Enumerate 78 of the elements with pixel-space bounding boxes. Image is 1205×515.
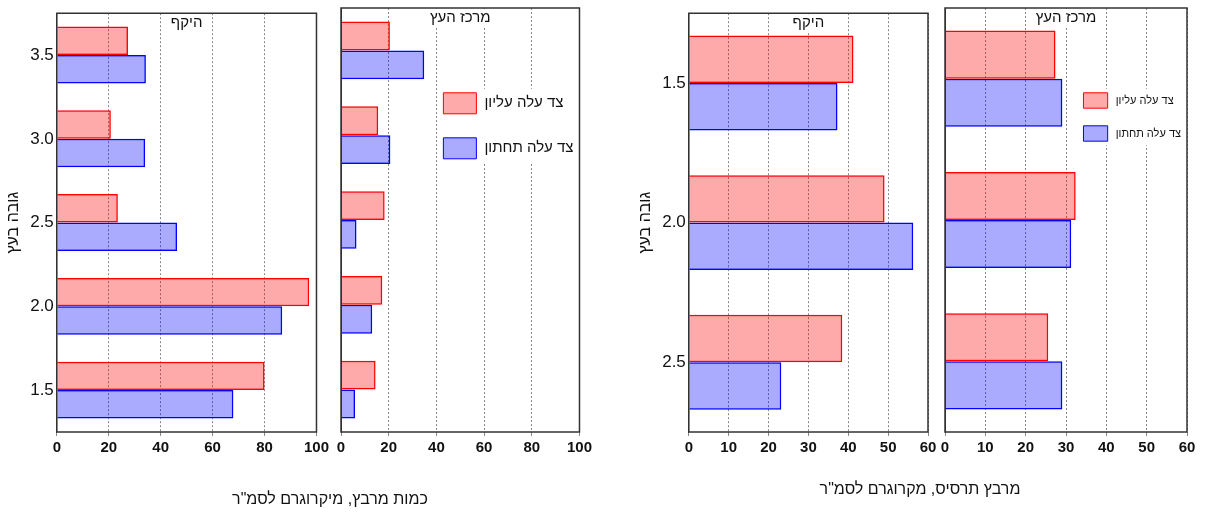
y-axis-title: גובה בעץ (4, 191, 22, 254)
bar (689, 362, 782, 410)
bar (341, 275, 383, 305)
bar (341, 21, 390, 51)
bar (341, 191, 385, 220)
x-tick-label: 100 (566, 438, 592, 456)
bar (945, 361, 1063, 410)
bar (689, 175, 885, 223)
y-tick-label: 2.0 (662, 212, 686, 232)
bar (689, 35, 854, 83)
x-tick-label: 50 (1138, 438, 1156, 456)
x-tick-label: 40 (1097, 438, 1115, 456)
bar (945, 78, 1063, 127)
y-tick-label: 3.0 (30, 128, 54, 148)
bar (945, 171, 1076, 220)
bar (945, 313, 1049, 362)
bar (57, 110, 111, 139)
x-tick-label: 40 (839, 438, 857, 456)
x-tick-label: 60 (475, 438, 493, 456)
x-tick-label: 30 (1057, 438, 1075, 456)
y-tick-label: 1.5 (662, 72, 686, 92)
x-tick-label: 60 (204, 438, 221, 456)
bar (57, 194, 118, 223)
x-tick-label: 10 (720, 438, 738, 456)
x-tick-label: 60 (1178, 438, 1196, 456)
bar (341, 304, 373, 334)
bar (57, 390, 234, 419)
bar (945, 30, 1056, 79)
bar (341, 389, 356, 419)
bar (57, 138, 146, 168)
bar (341, 106, 379, 136)
bar (57, 277, 310, 307)
bar (341, 135, 391, 165)
x-axis-title: מרבץ תרסיס, מקרוגרם לסמ"ר (818, 480, 1022, 498)
chart-title: היקף (792, 12, 825, 30)
x-tick-label: 20 (760, 438, 777, 456)
bar (689, 314, 843, 363)
x-tick-label: 100 (303, 438, 329, 456)
x-tick-label: 0 (684, 438, 693, 456)
y-tick-label: 2.5 (30, 212, 54, 232)
chart-title: היקף (170, 12, 203, 30)
bar (57, 361, 265, 391)
bar (689, 83, 838, 131)
y-tick-label: 2.5 (662, 351, 686, 371)
bar (945, 220, 1072, 269)
bar (341, 50, 425, 80)
y-axis-title: גובה בעץ (636, 191, 654, 254)
bar (57, 26, 128, 56)
bar (689, 222, 914, 271)
x-tick-label: 40 (428, 438, 445, 456)
bar (57, 307, 281, 334)
x-tick-label: 60 (919, 438, 937, 456)
y-tick-label: 1.5 (30, 379, 54, 399)
x-tick-label: 0 (52, 438, 61, 456)
x-axis-title: כמות מרבץ, מיקרוגרם לסמ"ר (231, 490, 429, 508)
y-tick-label: 3.5 (30, 44, 54, 64)
x-tick-label: 30 (800, 438, 817, 456)
y-tick-label: 2.0 (30, 296, 54, 316)
bar (341, 360, 376, 390)
x-tick-label: 20 (100, 438, 118, 456)
legend-label: צד עלה תחתון (1115, 126, 1182, 139)
x-tick-label: 10 (976, 438, 994, 456)
x-tick-label: 20 (380, 438, 398, 456)
x-tick-label: 40 (152, 438, 170, 456)
x-tick-label: 20 (1017, 438, 1035, 456)
x-tick-label: 0 (336, 438, 346, 456)
x-tick-label: 80 (256, 438, 273, 456)
bar (341, 220, 357, 249)
x-tick-label: 0 (940, 438, 950, 456)
bar (57, 55, 146, 84)
x-tick-label: 50 (879, 438, 897, 456)
legend-label: צד עלה עליון (1115, 93, 1174, 106)
legend-label: צד עלה תחתון (484, 138, 574, 156)
legend-label: צד עלה עליון (484, 93, 564, 111)
bar (57, 222, 178, 252)
chart-title: מרכז העץ (429, 7, 491, 25)
x-tick-label: 80 (523, 438, 541, 456)
chart-title: מרכז העץ (1035, 7, 1097, 25)
